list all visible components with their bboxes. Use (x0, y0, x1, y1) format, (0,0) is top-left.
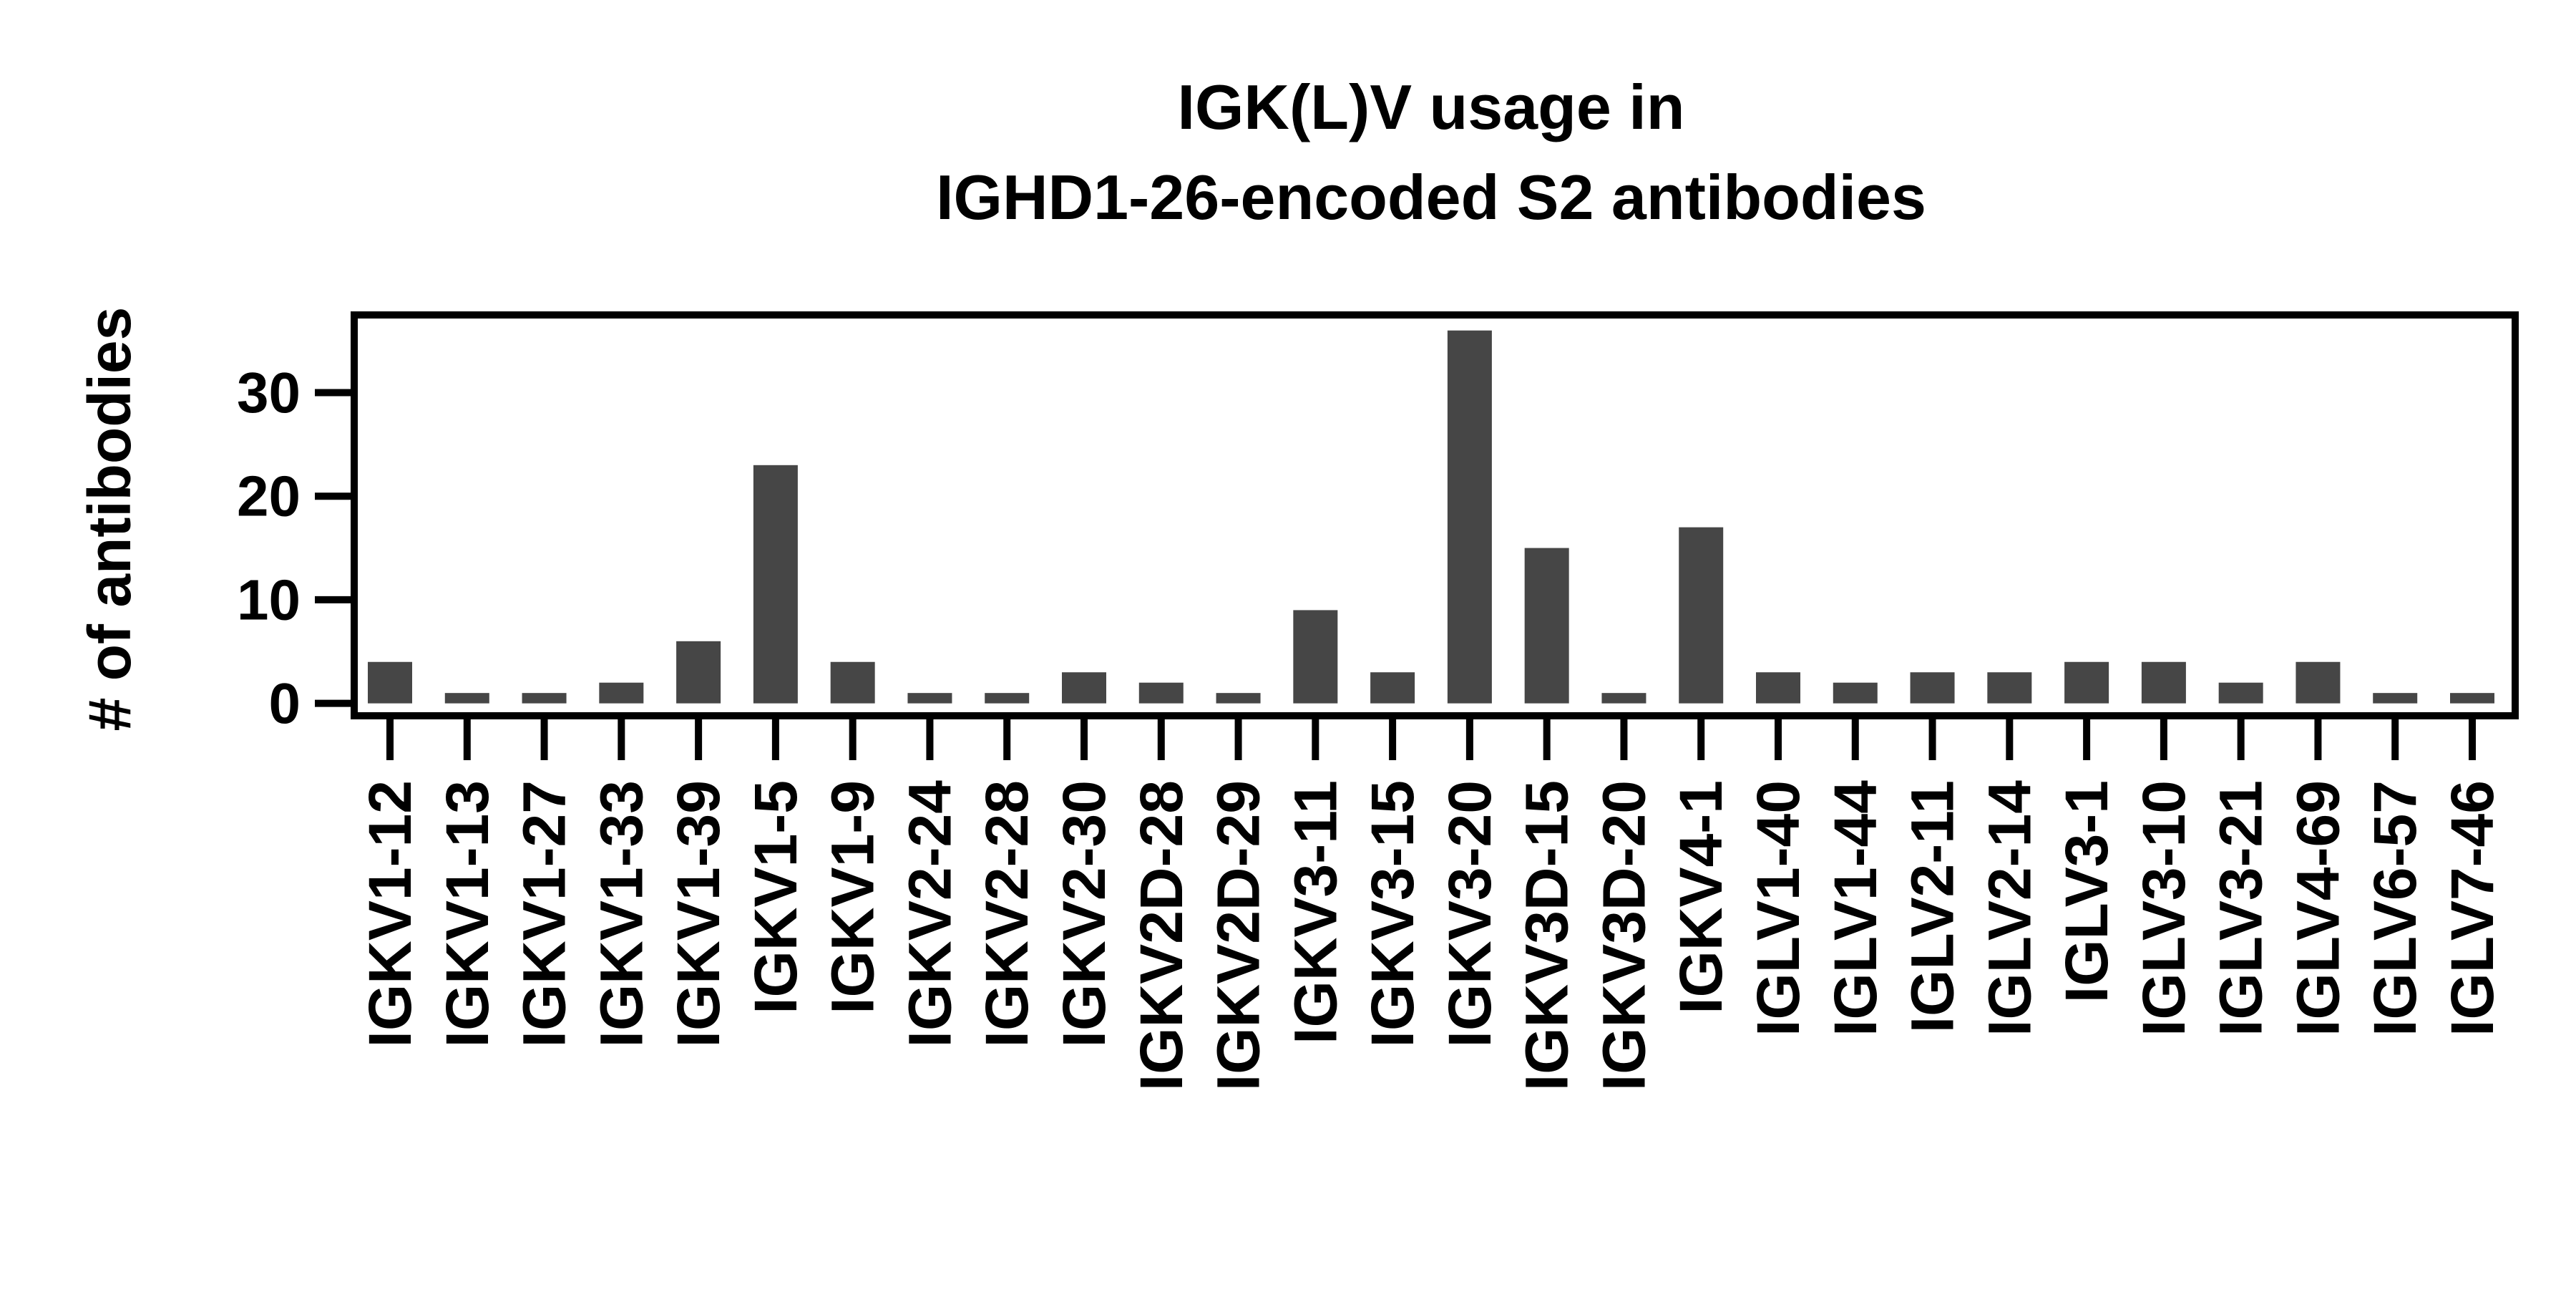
x-tick-label-IGKV1-12: IGKV1-12 (356, 780, 424, 1048)
bar-IGKV2-30 (1062, 672, 1106, 704)
x-tick-label-IGKV3-20: IGKV3-20 (1436, 780, 1503, 1048)
bar-IGKV1-33 (599, 682, 644, 704)
bar-IGKV3-15 (1370, 672, 1415, 704)
bar-IGKV4-1 (1679, 527, 1724, 704)
y-tick-label-10: 10 (237, 568, 301, 631)
x-tick-label-IGKV1-27: IGKV1-27 (511, 780, 578, 1048)
bar-IGKV2D-29 (1216, 693, 1261, 704)
bar-IGLV4-69 (2296, 661, 2341, 704)
y-axis: 0 10 20 30 (237, 361, 354, 735)
x-tick-label-IGKV4-1: IGKV4-1 (1667, 780, 1735, 1014)
x-tick-label-IGKV1-13: IGKV1-13 (434, 780, 501, 1048)
x-tick-label-IGKV3D-15: IGKV3D-15 (1513, 780, 1581, 1091)
bar-IGKV1-13 (444, 693, 489, 704)
bar-IGKV1-9 (830, 661, 875, 704)
bar-IGKV2-28 (985, 693, 1030, 704)
x-tick-label-IGLV1-44: IGLV1-44 (1822, 780, 1889, 1036)
x-tick-label-IGKV3-15: IGKV3-15 (1359, 780, 1426, 1048)
bar-IGLV2-14 (1987, 672, 2032, 704)
x-axis: IGKV1-12 IGKV1-13 IGKV1-27 IGKV1-33 IGKV1-39… (356, 716, 2506, 1091)
y-tick-label-30: 30 (237, 361, 301, 424)
bar-IGLV3-10 (2141, 661, 2186, 704)
x-tick-label-IGKV3-11: IGKV3-11 (1282, 780, 1349, 1044)
x-tick-label-IGKV1-5: IGKV1-5 (742, 780, 809, 1014)
bar-IGLV3-21 (2218, 682, 2263, 704)
bar-IGLV7-46 (2450, 693, 2494, 704)
x-tick-label-IGLV2-11: IGLV2-11 (1899, 780, 1966, 1033)
x-tick-label-IGKV1-39: IGKV1-39 (665, 780, 732, 1048)
x-tick-label-IGLV3-10: IGLV3-10 (2130, 780, 2197, 1036)
x-tick-label-IGKV2-30: IGKV2-30 (1050, 780, 1118, 1048)
x-tick-label-IGLV3-21: IGLV3-21 (2207, 780, 2275, 1036)
x-tick-label-IGKV3D-20: IGKV3D-20 (1590, 780, 1657, 1091)
bar-IGKV3D-15 (1524, 548, 1569, 704)
bar-IGKV3D-20 (1601, 693, 1646, 704)
bar-IGKV3-11 (1293, 610, 1338, 704)
bar-IGLV1-44 (1833, 682, 1878, 704)
bars-group (368, 330, 2494, 704)
bar-IGKV1-27 (522, 693, 567, 704)
x-tick-label-IGKV2-24: IGKV2-24 (896, 780, 963, 1048)
x-tick-label-IGKV1-9: IGKV1-9 (819, 780, 887, 1014)
x-tick-label-IGLV2-14: IGLV2-14 (1976, 780, 2043, 1036)
x-tick-label-IGLV3-1: IGLV3-1 (2053, 780, 2120, 1003)
bar-IGKV1-39 (676, 641, 721, 704)
y-tick-label-0: 0 (269, 671, 301, 735)
bar-IGKV2-24 (907, 693, 952, 704)
bar-IGLV2-11 (1910, 672, 1955, 704)
bar-IGKV3-20 (1447, 330, 1492, 704)
bar-IGLV1-40 (1756, 672, 1800, 704)
bar-IGKV2D-28 (1138, 682, 1184, 704)
x-tick-label-IGKV2-28: IGKV2-28 (973, 780, 1040, 1048)
x-tick-label-IGLV7-46: IGLV7-46 (2439, 780, 2506, 1036)
x-tick-label-IGKV2D-29: IGKV2D-29 (1205, 780, 1272, 1091)
plot-frame (351, 311, 2519, 719)
y-tick-label-20: 20 (237, 465, 301, 528)
chart-title-line-2: IGHD1-26-encoded S2 antibodies (936, 162, 1926, 233)
chart-title-line-1: IGK(L)V usage in (1178, 72, 1685, 142)
bar-IGLV6-57 (2373, 693, 2418, 704)
x-tick-label-IGKV2D-28: IGKV2D-28 (1128, 780, 1195, 1091)
bar-IGLV3-1 (2064, 661, 2109, 704)
bar-IGKV1-12 (368, 661, 412, 704)
x-tick-label-IGLV4-69: IGLV4-69 (2284, 780, 2351, 1036)
x-tick-label-IGLV6-57: IGLV6-57 (2361, 780, 2429, 1036)
bar-IGKV1-5 (753, 465, 798, 704)
y-axis-label: # of antibodies (76, 307, 143, 732)
x-tick-label-IGKV1-33: IGKV1-33 (587, 780, 655, 1048)
x-tick-label-IGLV1-40: IGLV1-40 (1745, 780, 1812, 1036)
